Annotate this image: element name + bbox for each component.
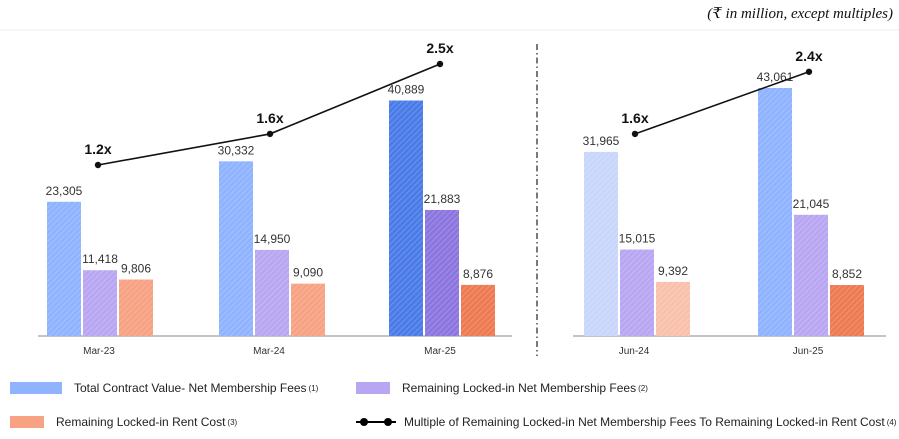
bar-hatch-rent-mar-24	[291, 283, 325, 336]
multiple-point-mar-24	[266, 130, 274, 138]
value-label-fees-mar-23: 11,418	[82, 252, 118, 266]
legend-note-rent: (3)	[227, 417, 238, 427]
multiple-line	[634, 71, 810, 135]
bar-hatch-fees-jun-25	[794, 214, 828, 336]
multiple-point-mar-25	[436, 60, 444, 68]
value-label-tcv-jun-25: 43,061	[757, 70, 794, 84]
value-label-rent-mar-24: 9,090	[293, 266, 323, 280]
bar-hatch-rent-jun-25	[830, 285, 864, 336]
category-label-jun-25: Jun-25	[793, 346, 824, 357]
legend-swatch-rent	[10, 416, 44, 428]
legend-swatch-fees	[356, 382, 390, 394]
legend-item-fees: Remaining Locked-in Net Membership Fees(…	[356, 381, 648, 395]
multiple-label-mar-25: 2.5x	[426, 40, 453, 56]
legend-label-multiple: Multiple of Remaining Locked-in Net Memb…	[404, 415, 885, 429]
multiple-label-mar-24: 1.6x	[256, 110, 283, 126]
bar-hatch-tcv-mar-24	[219, 161, 253, 336]
bar-hatch-tcv-jun-24	[584, 151, 618, 336]
legend-item-multiple: Multiple of Remaining Locked-in Net Memb…	[356, 415, 896, 429]
value-label-tcv-mar-24: 30,332	[218, 143, 255, 157]
multiple-label-mar-23: 1.2x	[84, 141, 111, 157]
value-label-tcv-mar-23: 23,305	[46, 184, 83, 198]
legend-note-multiple: (4)	[886, 417, 897, 427]
legend-label-fees: Remaining Locked-in Net Membership Fees	[402, 381, 637, 395]
multiple-point-jun-24	[631, 130, 639, 138]
legend-note-fees: (2)	[638, 383, 648, 393]
value-label-fees-mar-24: 14,950	[254, 232, 291, 246]
bar-hatch-tcv-mar-23	[47, 201, 81, 336]
value-label-rent-mar-23: 9,806	[121, 262, 151, 276]
category-label-mar-24: Mar-24	[253, 346, 285, 357]
bar-hatch-tcv-jun-25	[758, 88, 792, 336]
legend-swatch-tcv	[10, 382, 62, 394]
multiple-label-jun-25: 2.4x	[795, 48, 822, 64]
value-label-rent-jun-25: 8,852	[832, 267, 862, 281]
legend-item-rent: Remaining Locked-in Rent Cost (3)	[10, 415, 237, 429]
value-label-rent-mar-25: 8,876	[463, 267, 493, 281]
bar-hatch-fees-jun-24	[620, 249, 654, 336]
category-label-mar-25: Mar-25	[424, 346, 456, 357]
bar-hatch-tcv-mar-25	[389, 100, 423, 336]
multiple-point-mar-23	[94, 161, 102, 169]
multiple-point-jun-25	[805, 68, 813, 75]
legend-swatch-multiple	[356, 416, 396, 428]
legend-label-rent: Remaining Locked-in Rent Cost	[56, 415, 226, 429]
bar-hatch-fees-mar-25	[425, 209, 459, 336]
category-label-mar-23: Mar-23	[83, 346, 115, 357]
bar-hatch-fees-mar-23	[83, 270, 117, 336]
units-note: (₹ in million, except multiples)	[707, 6, 893, 22]
legend-note-tcv: (1)	[308, 383, 319, 393]
bar-hatch-rent-mar-23	[119, 279, 153, 336]
value-label-rent-jun-24: 9,392	[658, 264, 688, 278]
legend-label-tcv: Total Contract Value- Net Membership Fee…	[74, 381, 307, 395]
bar-hatch-rent-jun-24	[656, 281, 690, 336]
bar-hatch-fees-mar-24	[255, 249, 289, 336]
value-label-fees-jun-25: 21,045	[793, 197, 830, 211]
multiple-label-jun-24: 1.6x	[621, 110, 648, 126]
value-label-tcv-mar-25: 40,889	[388, 83, 425, 97]
value-label-tcv-jun-24: 31,965	[583, 134, 620, 148]
category-label-jun-24: Jun-24	[619, 346, 650, 357]
value-label-fees-jun-24: 15,015	[619, 232, 656, 246]
legend-item-tcv: Total Contract Value- Net Membership Fee…	[10, 381, 318, 395]
value-label-fees-mar-25: 21,883	[424, 192, 461, 206]
bar-hatch-rent-mar-25	[461, 284, 495, 336]
